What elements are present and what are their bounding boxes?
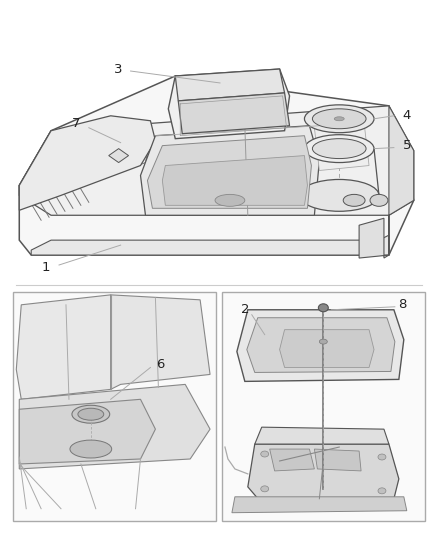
Polygon shape	[16, 295, 126, 399]
Ellipse shape	[318, 304, 328, 312]
Text: 2: 2	[240, 303, 249, 316]
Polygon shape	[232, 497, 407, 513]
Text: 1: 1	[42, 262, 50, 274]
Polygon shape	[168, 69, 290, 139]
Text: 3: 3	[114, 62, 123, 76]
Polygon shape	[248, 444, 399, 501]
Polygon shape	[109, 149, 129, 163]
Ellipse shape	[304, 105, 374, 133]
Polygon shape	[270, 449, 314, 471]
Text: 5: 5	[403, 139, 411, 152]
Bar	[13, 292, 216, 521]
Ellipse shape	[378, 488, 386, 494]
Polygon shape	[247, 318, 395, 373]
Ellipse shape	[304, 135, 374, 163]
Bar	[222, 292, 425, 521]
Ellipse shape	[70, 440, 112, 458]
Text: 7: 7	[72, 117, 80, 130]
Polygon shape	[279, 330, 374, 367]
Ellipse shape	[312, 139, 366, 158]
Polygon shape	[314, 123, 369, 171]
Ellipse shape	[261, 451, 268, 457]
Polygon shape	[162, 156, 307, 205]
Ellipse shape	[72, 405, 110, 423]
Ellipse shape	[319, 339, 327, 344]
Text: 4: 4	[403, 109, 411, 122]
Ellipse shape	[370, 195, 388, 206]
Polygon shape	[19, 106, 414, 215]
Ellipse shape	[334, 117, 344, 121]
Text: 6: 6	[156, 358, 165, 371]
Polygon shape	[175, 69, 285, 101]
Ellipse shape	[343, 195, 365, 206]
Polygon shape	[178, 93, 290, 134]
Ellipse shape	[215, 195, 245, 206]
Ellipse shape	[261, 486, 268, 492]
Polygon shape	[359, 106, 414, 258]
Ellipse shape	[78, 408, 104, 420]
Ellipse shape	[312, 109, 366, 129]
Polygon shape	[19, 399, 155, 464]
Polygon shape	[314, 449, 361, 471]
Polygon shape	[237, 310, 404, 382]
Polygon shape	[111, 295, 210, 389]
Ellipse shape	[378, 454, 386, 460]
Polygon shape	[19, 76, 414, 255]
Polygon shape	[141, 126, 319, 215]
Polygon shape	[19, 384, 210, 469]
Polygon shape	[148, 136, 311, 208]
Ellipse shape	[300, 180, 379, 211]
Polygon shape	[31, 235, 389, 255]
Polygon shape	[19, 116, 155, 211]
Text: 8: 8	[398, 298, 406, 311]
Polygon shape	[255, 427, 389, 444]
